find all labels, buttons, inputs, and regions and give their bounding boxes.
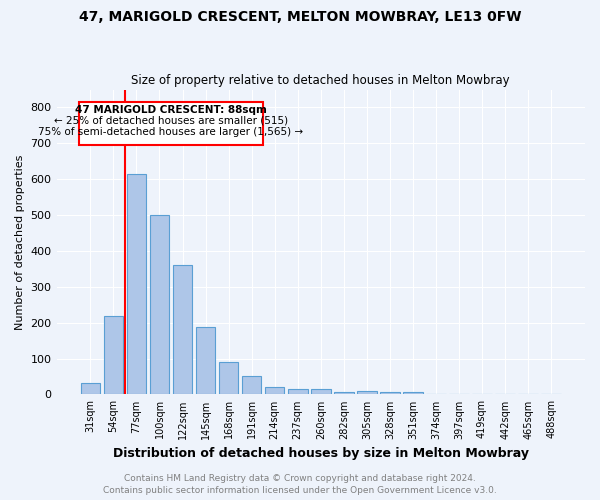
Bar	[149, 215, 169, 394]
Bar	[265, 386, 284, 394]
Bar	[196, 327, 215, 394]
Bar	[242, 376, 262, 394]
Text: Contains HM Land Registry data © Crown copyright and database right 2024.
Contai: Contains HM Land Registry data © Crown c…	[103, 474, 497, 495]
Text: ← 25% of detached houses are smaller (515): ← 25% of detached houses are smaller (51…	[54, 116, 288, 126]
Title: Size of property relative to detached houses in Melton Mowbray: Size of property relative to detached ho…	[131, 74, 510, 87]
Text: 75% of semi-detached houses are larger (1,565) →: 75% of semi-detached houses are larger (…	[38, 126, 304, 136]
Text: 47 MARIGOLD CRESCENT: 88sqm: 47 MARIGOLD CRESCENT: 88sqm	[75, 105, 267, 115]
Text: 47, MARIGOLD CRESCENT, MELTON MOWBRAY, LE13 0FW: 47, MARIGOLD CRESCENT, MELTON MOWBRAY, L…	[79, 10, 521, 24]
Bar	[357, 391, 377, 394]
Bar	[219, 362, 238, 394]
FancyBboxPatch shape	[79, 102, 263, 145]
Bar	[334, 392, 353, 394]
Bar	[80, 383, 100, 394]
Y-axis label: Number of detached properties: Number of detached properties	[15, 154, 25, 330]
Bar	[127, 174, 146, 394]
Bar	[380, 392, 400, 394]
X-axis label: Distribution of detached houses by size in Melton Mowbray: Distribution of detached houses by size …	[113, 447, 529, 460]
Bar	[311, 389, 331, 394]
Bar	[173, 266, 193, 394]
Bar	[104, 316, 123, 394]
Bar	[403, 392, 423, 394]
Bar	[288, 388, 308, 394]
